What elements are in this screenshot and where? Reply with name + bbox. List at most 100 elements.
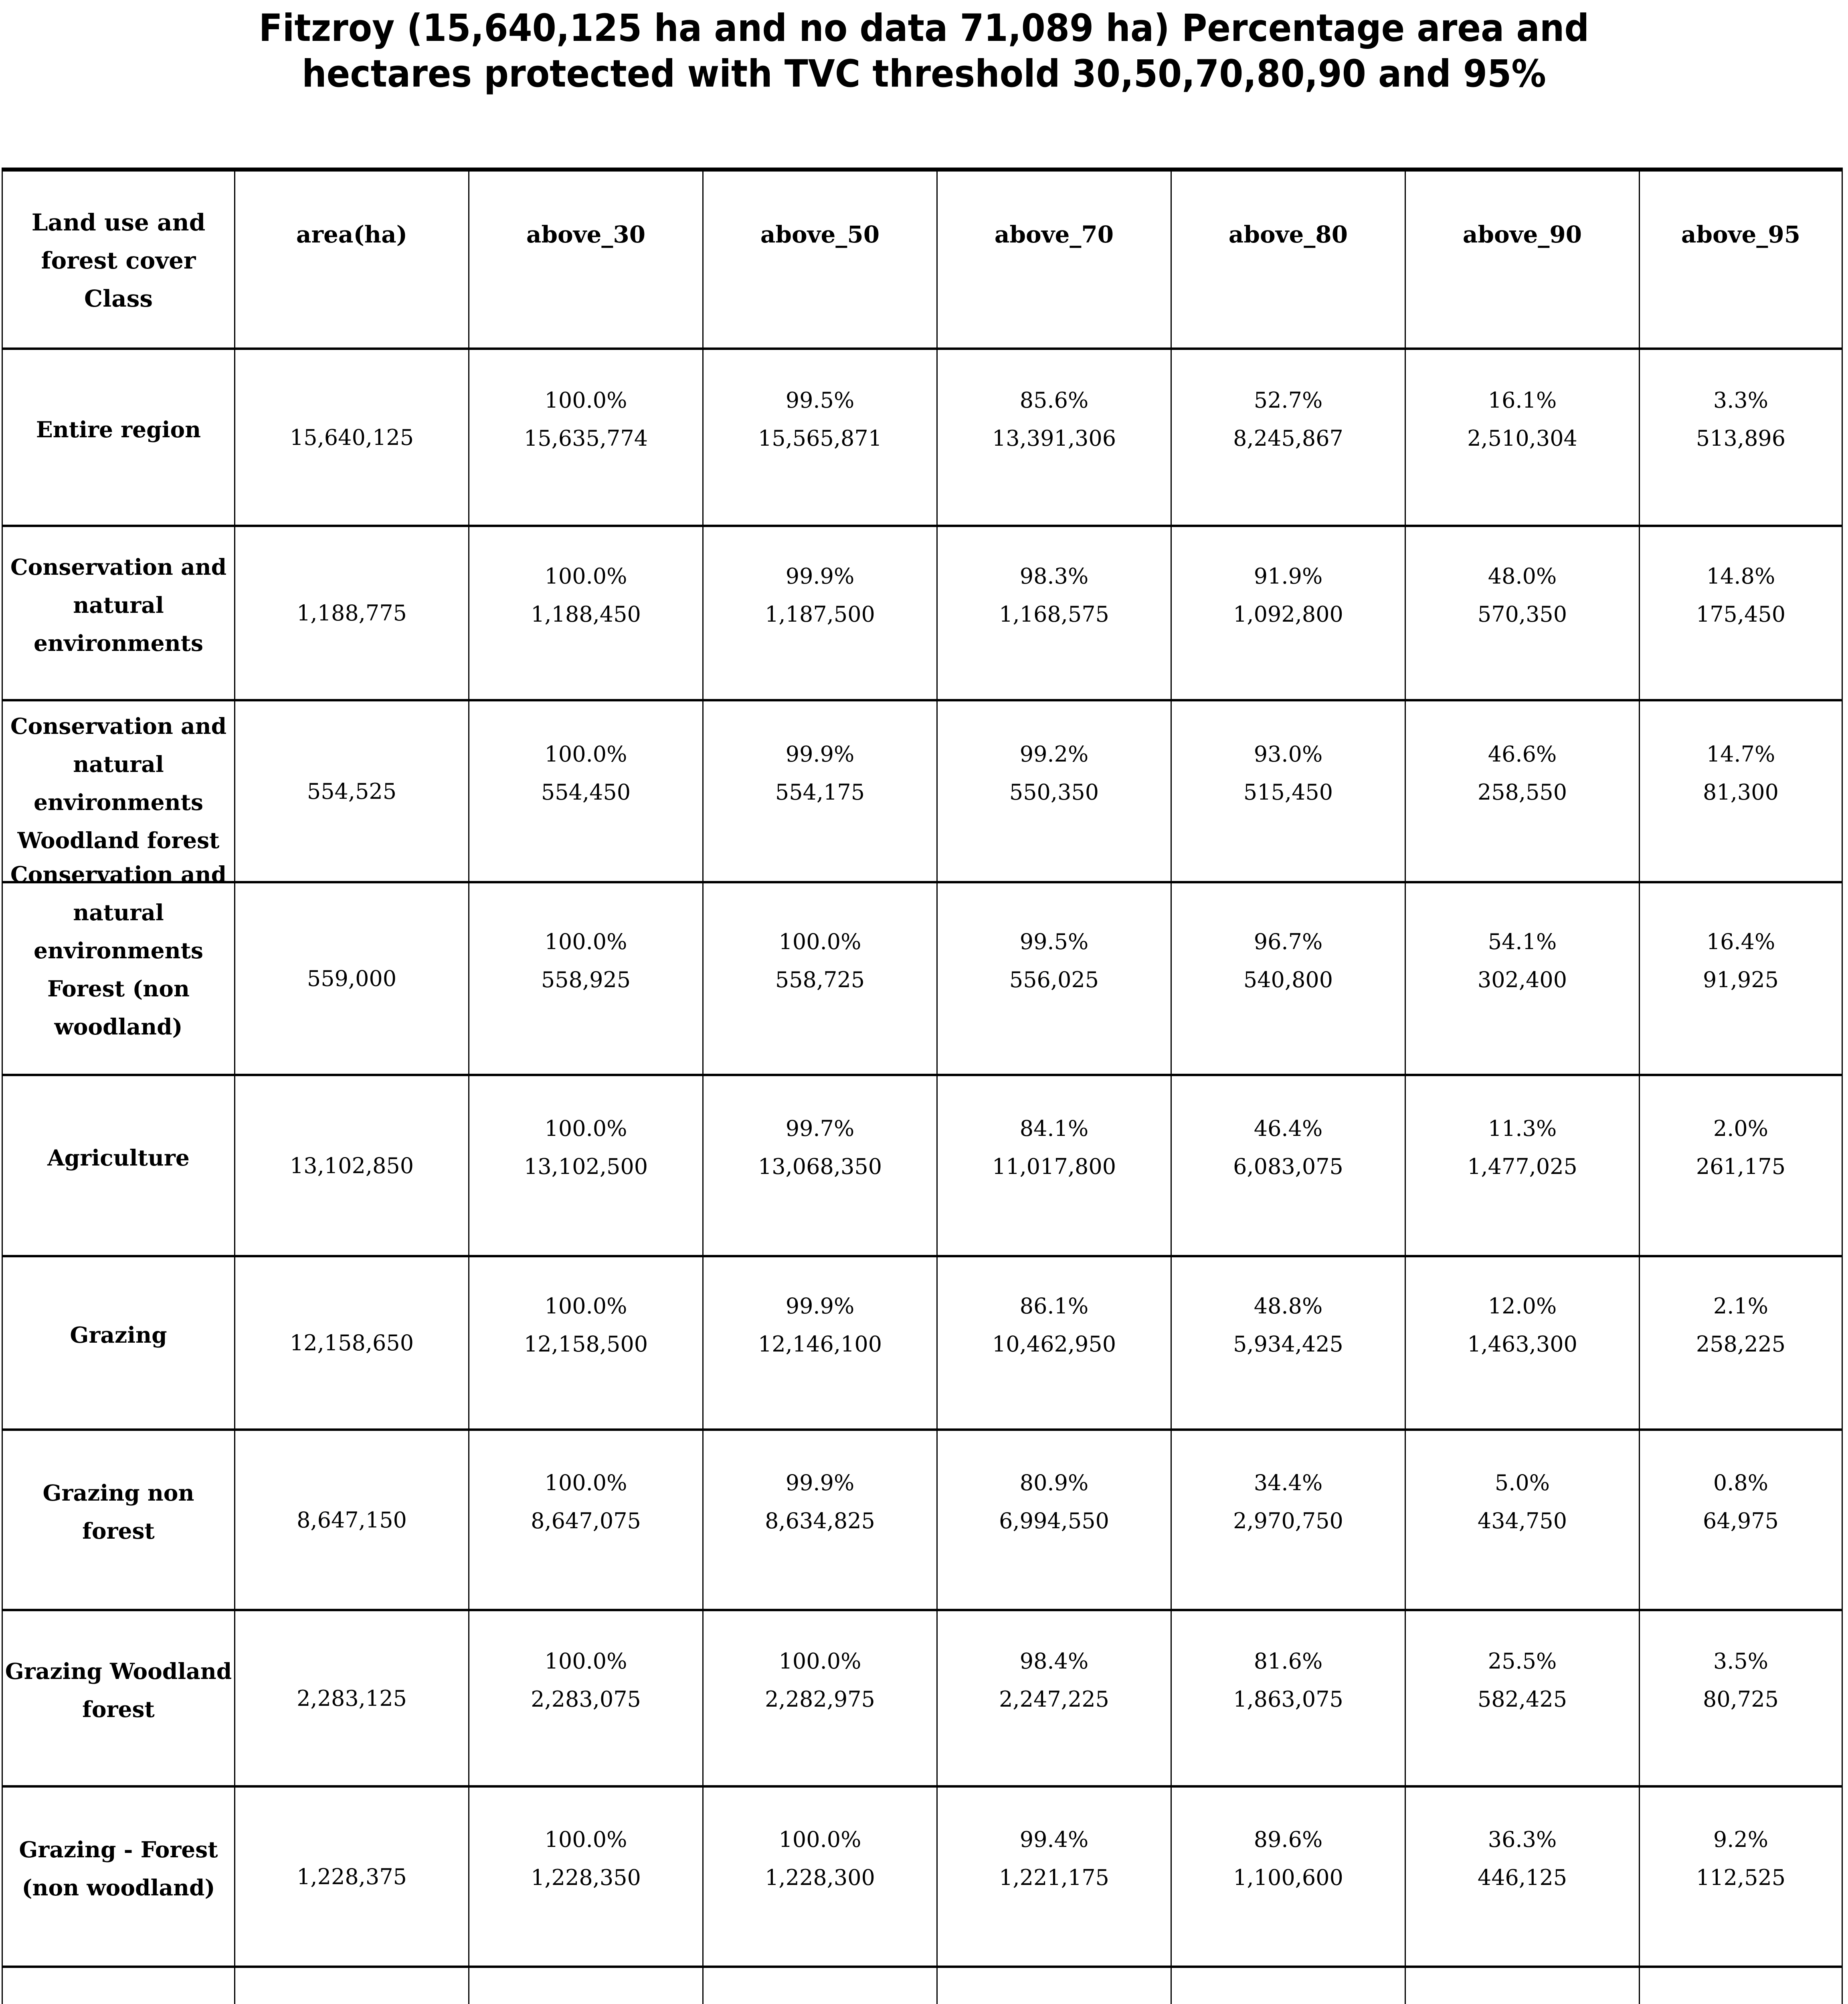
percent-value: 48.0% [1488, 563, 1557, 589]
threshold-values: 100.0% 13,102,500 [469, 1109, 702, 1186]
threshold-values: 98.3% 1,168,575 [938, 557, 1171, 633]
column-header-label: area(ha) [296, 221, 408, 248]
column-header-label: above_30 [526, 221, 646, 248]
row-label: Grazing - Forest (non woodland) [19, 1836, 218, 1901]
percent-value: 9.2% [1713, 1827, 1769, 1852]
percent-value: 100.0% [778, 1648, 861, 1674]
threshold-values: 1.3%10,675 [1406, 1999, 1639, 2004]
hectares-value: 258,550 [1477, 780, 1567, 805]
row-label-cell: Agriculture [2, 1074, 235, 1257]
threshold-cell: 99.5% 556,025 [936, 881, 1172, 1076]
threshold-values: 5.0% 434,750 [1406, 1464, 1639, 1540]
percent-value: 81.6% [1254, 1648, 1323, 1674]
hectares-value: 558,725 [775, 967, 865, 992]
area-value: 1,228,375 [297, 1864, 407, 1889]
threshold-cell: 2.1% 258,225 [1639, 1255, 1843, 1430]
threshold-values: 91.9% 1,092,800 [1172, 557, 1405, 633]
hectares-value: 2,510,304 [1467, 426, 1577, 451]
threshold-cell: 99.7% 13,068,350 [702, 1074, 938, 1257]
column-header-label: Land use and forest cover Class [31, 209, 206, 312]
threshold-values: 11.3% 1,477,025 [1406, 1109, 1639, 1186]
threshold-values: 100.0%812,625 [469, 1999, 702, 2004]
hectares-value: 8,634,825 [765, 1508, 875, 1533]
percent-value: 100.0% [544, 388, 627, 413]
threshold-cell: 100.0% 1,228,350 [468, 1786, 704, 1968]
threshold-cell: 15.3%124,025 [1171, 1966, 1406, 2004]
column-header-above-30: above_30 [468, 169, 704, 349]
area-value: 554,525 [307, 778, 397, 804]
hectares-value: 12,146,100 [758, 1331, 882, 1357]
threshold-cell: 100.0%812,625 [468, 1966, 704, 2004]
threshold-values: 15.3%124,025 [1172, 1999, 1405, 2004]
threshold-values: 52.7% 8,245,867 [1172, 381, 1405, 457]
percent-value: 99.9% [785, 741, 855, 767]
threshold-values: 54.1% 302,400 [1406, 923, 1639, 999]
hectares-value: 570,350 [1477, 601, 1567, 627]
hectares-value: 550,350 [1009, 780, 1099, 805]
percent-value: 1.3% [1406, 1999, 1639, 2004]
percent-value: 5.0% [1494, 1470, 1550, 1495]
percent-value: 98.3% [1019, 563, 1089, 589]
percent-value: 100.0% [544, 1293, 627, 1319]
threshold-cell: 36.3% 446,125 [1405, 1786, 1640, 1968]
table-row: Grazing non forest 8,647,150 100.0% 8,647,0… [2, 1429, 1843, 1611]
row-label: Conservation and natural environments Wo… [10, 713, 227, 853]
hectares-value: 91,925 [1703, 967, 1779, 992]
threshold-cell: 54.1% 302,400 [1405, 881, 1640, 1076]
threshold-values: 25.5% 582,425 [1406, 1642, 1639, 1718]
page-title-line2: hectares protected with TVC threshold 30… [302, 52, 1546, 96]
threshold-values: 100.0% 8,647,075 [469, 1464, 702, 1540]
percent-value: 16.4% [1706, 929, 1775, 954]
column-header-label: above_80 [1228, 221, 1348, 248]
hectares-value: 6,994,550 [999, 1508, 1109, 1533]
hectares-value: 1,463,300 [1467, 1331, 1577, 1357]
percent-value: 99.2% [1019, 741, 1089, 767]
area-cell: 15,640,125 [234, 348, 469, 527]
threshold-values: 99.4% 1,221,175 [938, 1820, 1171, 1897]
threshold-cell: 16.4% 91,925 [1639, 881, 1843, 1076]
hectares-value: 6,083,075 [1233, 1154, 1343, 1179]
area-cell: 812,825 [234, 1966, 469, 2004]
threshold-values: 97.9%795,475 [704, 1999, 936, 2004]
threshold-cell: 100.0% 12,158,500 [468, 1255, 704, 1430]
page-title-line1: Fitzroy (15,640,125 ha and no data 71,08… [259, 6, 1589, 50]
percent-value: 3.3% [1713, 388, 1769, 413]
hectares-value: 1,228,300 [765, 1865, 875, 1890]
hectares-value: 1,188,450 [531, 601, 641, 627]
column-header-above-70: above_70 [936, 169, 1172, 349]
threshold-values: 99.9% 554,175 [704, 735, 936, 811]
percent-value: 100.0% [544, 1648, 627, 1674]
percent-value: 52.7% [1254, 388, 1323, 413]
percent-value: 46.6% [1488, 741, 1557, 767]
threshold-values: 9.2% 112,525 [1640, 1820, 1842, 1897]
percent-value: 54.1% [1488, 929, 1557, 954]
threshold-values: 86.1% 10,462,950 [938, 1287, 1171, 1363]
threshold-values: 99.5% 556,025 [938, 923, 1171, 999]
threshold-cell: 91.9% 1,092,800 [1171, 525, 1406, 701]
threshold-cell: 16.1% 2,510,304 [1405, 348, 1640, 527]
threshold-cell: 99.9% 554,175 [702, 699, 938, 883]
percent-value: 84.1% [1019, 1116, 1089, 1141]
threshold-cell: 80.9% 6,994,550 [936, 1429, 1172, 1611]
threshold-cell: 34.4% 2,970,750 [1171, 1429, 1406, 1611]
column-header-above-95: above_95 [1639, 169, 1843, 349]
threshold-cell: 98.3% 1,168,575 [936, 525, 1172, 701]
hectares-value: 13,068,350 [758, 1154, 882, 1179]
threshold-values: 84.1% 11,017,800 [938, 1109, 1171, 1186]
landuse-table: Land use and forest cover Class area(ha)… [2, 168, 1843, 2004]
row-label-cell: Grazing [2, 1255, 235, 1430]
hectares-value: 175,450 [1696, 601, 1786, 627]
percent-value: 0.8% [1713, 1470, 1769, 1495]
threshold-cell: 48.8% 5,934,425 [1171, 1255, 1406, 1430]
threshold-cell: 9.2% 112,525 [1639, 1786, 1843, 1968]
hectares-value: 80,725 [1703, 1687, 1779, 1712]
threshold-cell: 100.0% 15,635,774 [468, 348, 704, 527]
threshold-cell: 14.8% 175,450 [1639, 525, 1843, 701]
threshold-cell: 46.4% 6,083,075 [1171, 1074, 1406, 1257]
threshold-values: 36.3% 446,125 [1406, 1820, 1639, 1897]
column-header-label: above_95 [1681, 221, 1801, 248]
hectares-value: 540,800 [1243, 967, 1333, 992]
area-value: 1,188,775 [297, 600, 407, 626]
threshold-cell: 99.4% 1,221,175 [936, 1786, 1172, 1968]
area-cell: 8,647,150 [234, 1429, 469, 1611]
